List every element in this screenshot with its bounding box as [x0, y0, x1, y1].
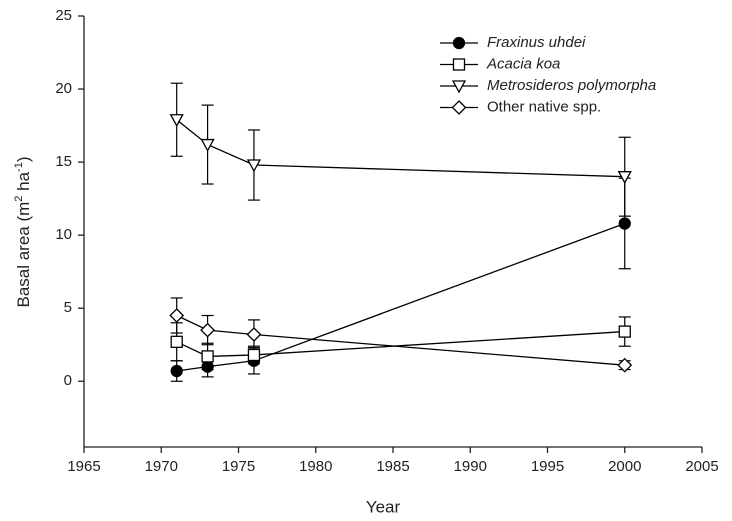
- y-tick-label: 25: [55, 7, 72, 24]
- legend-marker: [451, 100, 467, 115]
- series-line: [176, 119, 625, 178]
- marker: [169, 114, 184, 128]
- y-label-part: ): [14, 156, 33, 162]
- legend-label: Acacia koa: [486, 55, 560, 72]
- y-tick-label: 10: [55, 226, 72, 243]
- x-tick-label: 2005: [685, 458, 718, 475]
- y-tick-label: 15: [55, 153, 72, 170]
- x-tick-label: 1985: [376, 458, 409, 475]
- y-label-part: Basal area (m: [14, 202, 33, 308]
- marker: [170, 364, 183, 378]
- x-tick-label: 1995: [531, 458, 564, 475]
- legend-label: Fraxinus uhdei: [487, 34, 586, 51]
- marker: [247, 348, 261, 362]
- marker: [618, 217, 631, 230]
- x-tick-label: 1965: [67, 458, 100, 475]
- x-tick-label: 1975: [222, 458, 255, 475]
- y-tick-label: 0: [64, 372, 72, 389]
- marker: [618, 325, 631, 338]
- x-tick-label: 1980: [299, 458, 332, 475]
- y-label-part: -1: [13, 162, 25, 172]
- series-line: [176, 314, 625, 366]
- legend-label: Metrosideros polymorpha: [487, 77, 656, 94]
- y-label-part: 2: [13, 196, 25, 202]
- series-line: [176, 222, 625, 372]
- marker: [246, 327, 262, 342]
- legend-marker: [451, 80, 467, 94]
- y-axis-label: Basal area (m2 ha-1): [13, 156, 34, 307]
- marker: [617, 357, 633, 373]
- series-line: [176, 330, 625, 358]
- x-tick-label: 2000: [608, 458, 641, 475]
- marker: [200, 138, 215, 152]
- marker: [170, 335, 183, 348]
- legend-marker: [452, 36, 466, 50]
- y-tick-label: 20: [55, 80, 72, 97]
- marker: [201, 350, 214, 363]
- marker: [200, 322, 216, 338]
- marker: [246, 159, 262, 173]
- x-axis-label: Year: [366, 497, 401, 516]
- marker: [617, 171, 632, 185]
- x-tick-label: 1970: [145, 458, 178, 475]
- legend-label: Other native spp.: [487, 98, 601, 115]
- legend-marker: [452, 58, 466, 71]
- y-tick-label: 5: [64, 299, 72, 316]
- x-tick-label: 1990: [454, 458, 487, 475]
- marker: [169, 308, 185, 323]
- y-label-part: ha: [14, 171, 33, 195]
